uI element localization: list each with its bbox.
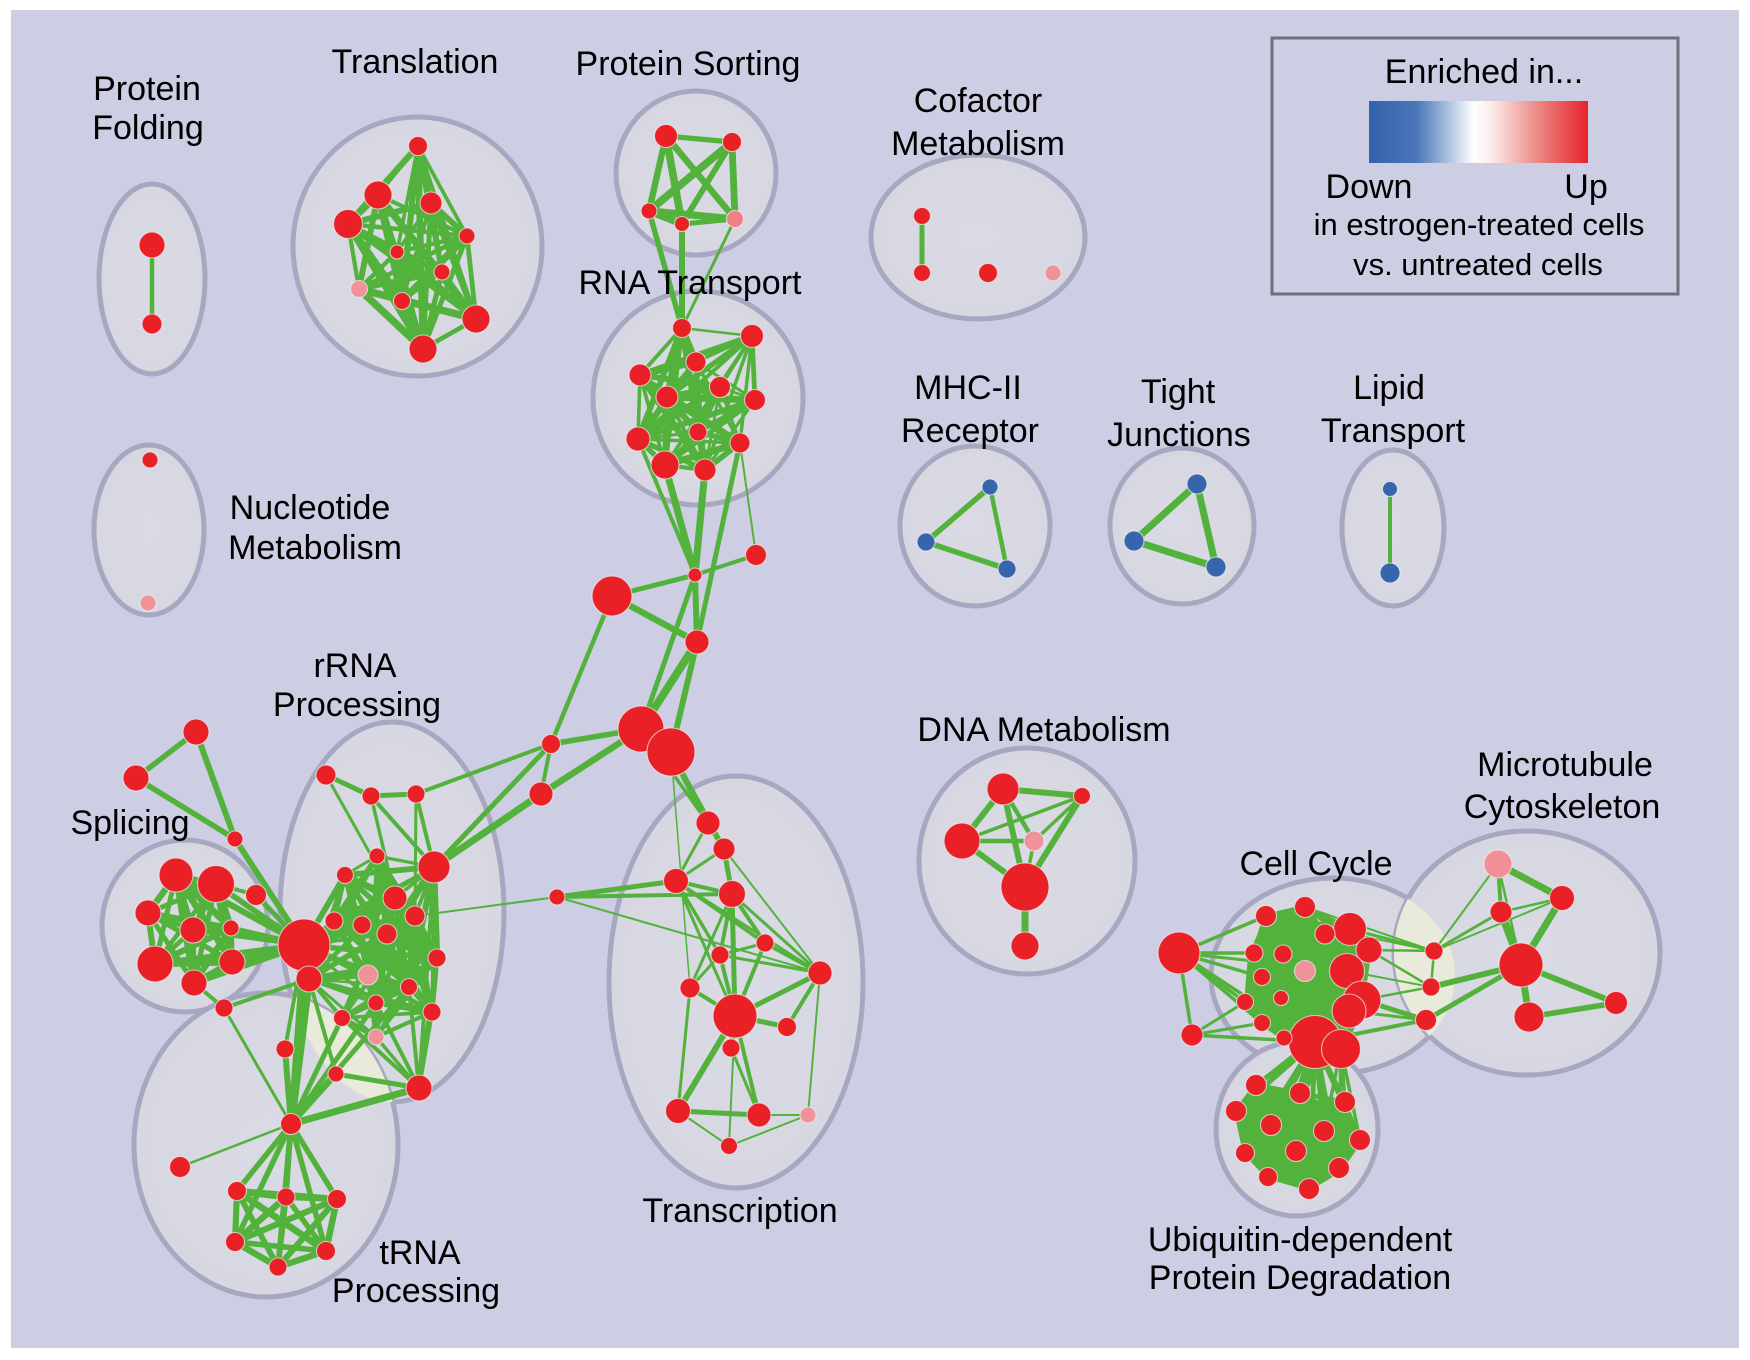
svg-text:tRNA: tRNA — [379, 1234, 461, 1272]
svg-text:Up: Up — [1564, 168, 1607, 206]
svg-text:Junctions: Junctions — [1107, 416, 1251, 454]
svg-text:Cytoskeleton: Cytoskeleton — [1464, 788, 1661, 826]
svg-text:Translation: Translation — [332, 43, 499, 81]
svg-text:rRNA: rRNA — [313, 647, 396, 685]
svg-text:Receptor: Receptor — [901, 412, 1039, 450]
svg-text:Down: Down — [1326, 168, 1413, 206]
svg-text:Protein Sorting: Protein Sorting — [576, 45, 801, 83]
svg-text:Protein: Protein — [93, 70, 201, 108]
svg-text:Processing: Processing — [273, 686, 441, 724]
svg-text:DNA Metabolism: DNA Metabolism — [917, 711, 1170, 749]
svg-text:Microtubule: Microtubule — [1477, 746, 1653, 784]
svg-text:Ubiquitin-dependent: Ubiquitin-dependent — [1148, 1221, 1453, 1259]
svg-text:Transport: Transport — [1321, 412, 1466, 450]
svg-text:Splicing: Splicing — [70, 804, 189, 842]
svg-text:RNA Transport: RNA Transport — [579, 264, 803, 302]
svg-text:in estrogen-treated cells: in estrogen-treated cells — [1314, 207, 1645, 242]
svg-text:Processing: Processing — [332, 1272, 500, 1310]
svg-text:Lipid: Lipid — [1353, 369, 1425, 407]
svg-text:Protein Degradation: Protein Degradation — [1149, 1259, 1451, 1297]
svg-text:Folding: Folding — [92, 109, 204, 147]
svg-text:vs. untreated cells: vs. untreated cells — [1353, 247, 1603, 282]
svg-text:Cell Cycle: Cell Cycle — [1239, 845, 1392, 883]
svg-text:Nucleotide: Nucleotide — [230, 489, 391, 527]
svg-text:Metabolism: Metabolism — [891, 125, 1065, 163]
svg-text:Cofactor: Cofactor — [914, 82, 1043, 120]
svg-text:Enriched in...: Enriched in... — [1385, 53, 1583, 91]
svg-text:MHC-II: MHC-II — [914, 369, 1022, 407]
svg-text:Tight: Tight — [1141, 373, 1216, 411]
svg-text:Transcription: Transcription — [642, 1192, 837, 1230]
svg-text:Metabolism: Metabolism — [228, 529, 402, 567]
